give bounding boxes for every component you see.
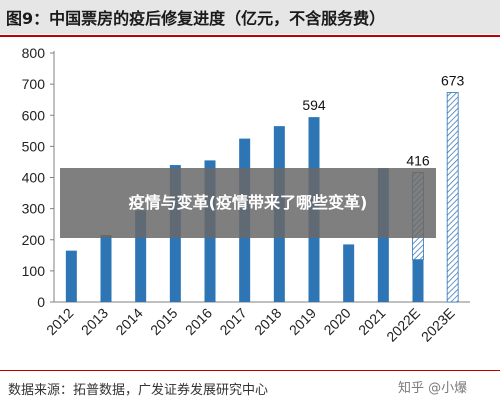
y-tick-label: 800 bbox=[22, 45, 46, 61]
x-tick-label: 2020 bbox=[320, 305, 353, 338]
bar-2023E bbox=[446, 92, 459, 303]
bar-2012 bbox=[65, 250, 77, 302]
y-tick-label: 0 bbox=[37, 294, 45, 310]
title-bar: 图9：中国票房的疫后修复进度（亿元，不含服务费） bbox=[0, 0, 500, 34]
x-tick-label: 2014 bbox=[112, 305, 145, 338]
x-tick-label: 2017 bbox=[216, 305, 249, 338]
data-label-2019: 594 bbox=[302, 97, 326, 113]
overlay-banner: 疫情与变革(疫情带来了哪些变革) bbox=[60, 168, 436, 238]
title-divider bbox=[0, 35, 500, 37]
y-tick-label: 200 bbox=[22, 232, 46, 248]
bar-2013 bbox=[100, 235, 112, 302]
bar-2014 bbox=[135, 210, 147, 302]
footer-divider bbox=[0, 370, 500, 371]
bar-2022E bbox=[412, 259, 424, 302]
x-tick-label: 2013 bbox=[78, 305, 111, 338]
x-tick-label: 2023E bbox=[418, 305, 458, 345]
x-tick-label: 2015 bbox=[147, 305, 180, 338]
y-tick-label: 700 bbox=[22, 76, 46, 92]
data-label-2023E: 673 bbox=[441, 73, 465, 89]
x-tick-label: 2016 bbox=[182, 305, 215, 338]
watermark: 知乎 @小爆 bbox=[398, 381, 468, 396]
y-tick-label: 400 bbox=[22, 170, 46, 186]
axes: 0 100 200 300 400 500 600 700 800 bbox=[22, 45, 470, 310]
x-tick-label: 2018 bbox=[251, 305, 284, 338]
bar-2020 bbox=[343, 244, 355, 302]
y-tick-label: 100 bbox=[22, 263, 46, 279]
y-tick-label: 600 bbox=[22, 107, 46, 123]
x-tick-label: 2019 bbox=[286, 305, 319, 338]
y-tick-label: 500 bbox=[22, 138, 46, 154]
data-label-2022E: 416 bbox=[406, 153, 430, 169]
source-note: 数据来源：拓普数据，广发证券发展研究中心 bbox=[8, 383, 269, 398]
chart-title: 图9：中国票房的疫后修复进度（亿元，不含服务费） bbox=[6, 9, 386, 28]
x-tick-label: 2012 bbox=[43, 305, 76, 338]
x-tick-label: 2022E bbox=[383, 305, 423, 345]
y-tick-label: 300 bbox=[22, 201, 46, 217]
overlay-text: 疫情与变革(疫情带来了哪些变革) bbox=[128, 193, 368, 212]
